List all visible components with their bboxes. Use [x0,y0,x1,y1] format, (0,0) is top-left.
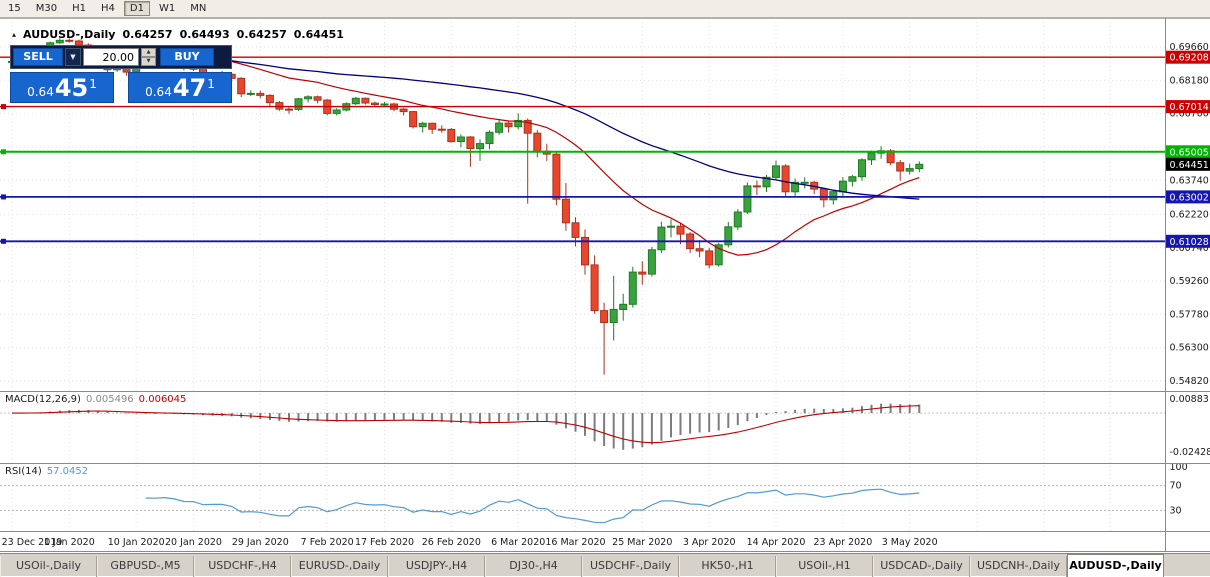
volume-decrease-button[interactable]: ▼ [141,57,156,66]
macd-title: MACD(12,26,9) [5,394,81,405]
tab-hk50-h1[interactable]: HK50-,H1 [679,556,776,577]
svg-text:0.62220: 0.62220 [1170,209,1209,220]
svg-text:14 Apr 2020: 14 Apr 2020 [747,537,806,548]
trade-controls-row: SELL ▼ ▲ ▼ BUY [10,45,232,69]
macd-signal-value: 0.006045 [139,394,187,405]
arrow-down-icon: ▼ [147,58,151,64]
chart-symbol-label: AUDUSD-,Daily [23,28,115,41]
svg-text:10 Jan 2020: 10 Jan 2020 [108,537,165,548]
tab-usdcad-daily[interactable]: USDCAD-,Daily [873,556,970,577]
sell-price-sup: 1 [89,77,97,91]
ohlc-low: 0.64257 [237,28,287,41]
buy-price-big: 47 [173,75,206,101]
svg-text:0.65005: 0.65005 [1170,147,1209,158]
buy-price-sup: 1 [207,77,215,91]
svg-text:0.67014: 0.67014 [1170,102,1209,113]
volume-stepper: ▲ ▼ [141,48,156,66]
buy-price-prefix: 0.64 [145,85,172,99]
arrow-up-icon: ▲ [147,49,151,55]
svg-text:0.63740: 0.63740 [1170,175,1209,186]
timeframe-w1-button[interactable]: W1 [153,1,181,16]
tab-usoil-daily[interactable]: USOil-,Daily [0,556,97,577]
sell-price-prefix: 0.64 [27,85,54,99]
svg-text:0.68180: 0.68180 [1170,75,1209,86]
tab-usdjpy-h4[interactable]: USDJPY-,H4 [388,556,485,577]
ohlc-high: 0.64493 [180,28,230,41]
tab-usoil-h1[interactable]: USOil-,H1 [776,556,873,577]
svg-text:0.00883: 0.00883 [1170,394,1209,405]
svg-text:25 Mar 2020: 25 Mar 2020 [612,537,672,548]
tab-gbpusd-m5[interactable]: GBPUSD-,M5 [97,556,194,577]
svg-text:0.56300: 0.56300 [1170,343,1209,354]
ohlc-close: 0.64451 [294,28,344,41]
svg-text:3 Apr 2020: 3 Apr 2020 [683,537,736,548]
rsi-label: RSI(14) 57.0452 [5,466,93,477]
buy-button[interactable]: BUY [160,48,214,66]
svg-text:20 Jan 2020: 20 Jan 2020 [165,537,222,548]
timeframe-m30-button[interactable]: M30 [30,1,63,16]
svg-text:7 Feb 2020: 7 Feb 2020 [301,537,354,548]
svg-text:16 Mar 2020: 16 Mar 2020 [545,537,605,548]
svg-text:0.57780: 0.57780 [1170,309,1209,320]
rsi-value: 57.0452 [47,466,88,477]
tab-dj30-h4[interactable]: DJ30-,H4 [485,556,582,577]
sell-button[interactable]: SELL [13,48,63,66]
timeframe-d1-button[interactable]: D1 [124,1,150,16]
svg-text:0.54820: 0.54820 [1170,376,1209,387]
svg-text:0.69208: 0.69208 [1170,53,1209,64]
order-type-dropdown[interactable]: ▼ [65,48,81,66]
macd-label: MACD(12,26,9) 0.005496 0.006045 [5,394,191,405]
svg-text:1 Jan 2020: 1 Jan 2020 [44,537,95,548]
svg-text:30: 30 [1170,505,1182,516]
sell-price-big: 45 [55,75,88,101]
rsi-title: RSI(14) [5,466,42,477]
svg-text:29 Jan 2020: 29 Jan 2020 [232,537,289,548]
timeframe-h4-button[interactable]: H4 [95,1,121,16]
svg-text:23 Apr 2020: 23 Apr 2020 [814,537,873,548]
tab-usdchf-h4[interactable]: USDCHF-,H4 [194,556,291,577]
svg-text:6 Mar 2020: 6 Mar 2020 [491,537,545,548]
svg-text:0.59260: 0.59260 [1170,276,1209,287]
collapse-panel-icon[interactable]: ▴ [12,30,16,39]
tab-usdchf-daily[interactable]: USDCHF-,Daily [582,556,679,577]
macd-main-value: 0.005496 [86,394,134,405]
tab-usdcnh-daily[interactable]: USDCNH-,Daily [970,556,1067,577]
svg-text:0.61028: 0.61028 [1170,237,1209,248]
timeframe-15-button[interactable]: 15 [2,1,27,16]
timeframe-mn-button[interactable]: MN [184,1,212,16]
svg-text:0.63002: 0.63002 [1170,192,1209,203]
svg-text:-0.02428: -0.02428 [1170,447,1210,458]
svg-text:26 Feb 2020: 26 Feb 2020 [422,537,481,548]
svg-text:70: 70 [1170,481,1182,492]
svg-text:0.64451: 0.64451 [1170,160,1209,171]
ohlc-open: 0.64257 [122,28,172,41]
timeframe-h1-button[interactable]: H1 [66,1,92,16]
svg-text:3 May 2020: 3 May 2020 [882,537,938,548]
tab-eurusd-daily[interactable]: EURUSD-,Daily [291,556,388,577]
chart-ohlc-readout: ▴ AUDUSD-,Daily 0.64257 0.64493 0.64257 … [12,28,344,41]
tab-audusd-daily[interactable]: AUDUSD-,Daily [1067,554,1164,577]
chevron-down-icon: ▼ [70,53,75,61]
volume-input[interactable] [83,48,139,66]
volume-increase-button[interactable]: ▲ [141,48,156,57]
svg-text:17 Feb 2020: 17 Feb 2020 [355,537,414,548]
